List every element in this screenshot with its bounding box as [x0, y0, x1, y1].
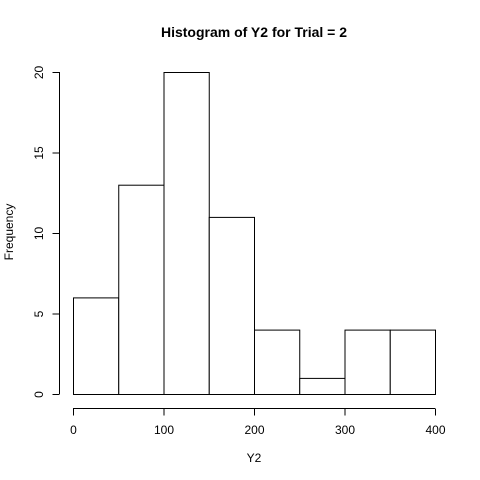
histogram-bar-5	[254, 329, 301, 396]
x-axis: 0 100 200 300 400	[70, 408, 446, 437]
histogram-bar-3	[163, 72, 210, 395]
y-tick-label: 0	[32, 391, 46, 398]
x-tick-label: 400	[425, 423, 445, 437]
y-tick-label: 20	[32, 66, 46, 80]
y-axis: 0 5 10 15 20	[32, 66, 60, 398]
x-tick-label: 300	[335, 423, 355, 437]
histogram-bar-7	[344, 329, 391, 396]
y-tick-label: 5	[32, 310, 46, 317]
y-axis-label: Frequency	[2, 204, 16, 261]
chart-title: Histogram of Y2 for Trial = 2	[161, 24, 347, 40]
histogram-bar-1	[73, 297, 120, 395]
x-tick-label: 0	[70, 423, 77, 437]
y-tick-label: 10	[32, 227, 46, 241]
histogram-bar-6	[299, 377, 346, 395]
y-tick-label: 15	[32, 146, 46, 160]
histogram-bar-2	[118, 184, 165, 395]
x-axis-label: Y2	[247, 451, 262, 465]
histogram-bar-8	[389, 329, 436, 396]
histogram-bar-4	[208, 216, 255, 395]
x-tick-label: 200	[244, 423, 264, 437]
x-tick-label: 100	[154, 423, 174, 437]
bars-group	[73, 72, 436, 396]
